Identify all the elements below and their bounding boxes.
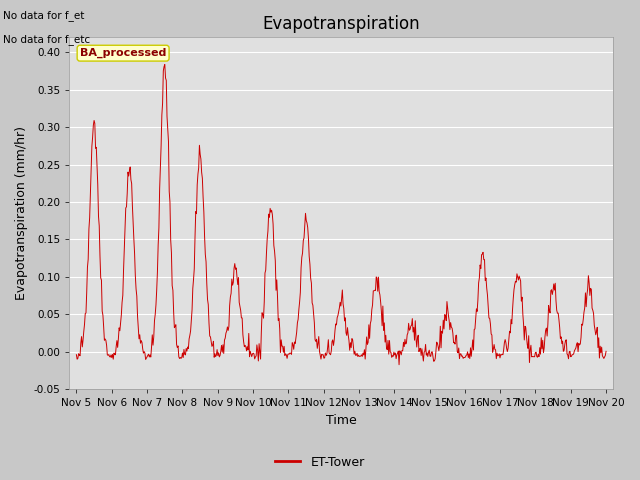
Legend: ET-Tower: ET-Tower [270, 451, 370, 474]
X-axis label: Time: Time [326, 414, 356, 427]
Y-axis label: Evapotranspiration (mm/hr): Evapotranspiration (mm/hr) [15, 126, 28, 300]
Text: No data for f_etc: No data for f_etc [3, 34, 90, 45]
Title: Evapotranspiration: Evapotranspiration [262, 15, 420, 33]
Text: BA_processed: BA_processed [80, 48, 166, 58]
Text: No data for f_et: No data for f_et [3, 10, 84, 21]
